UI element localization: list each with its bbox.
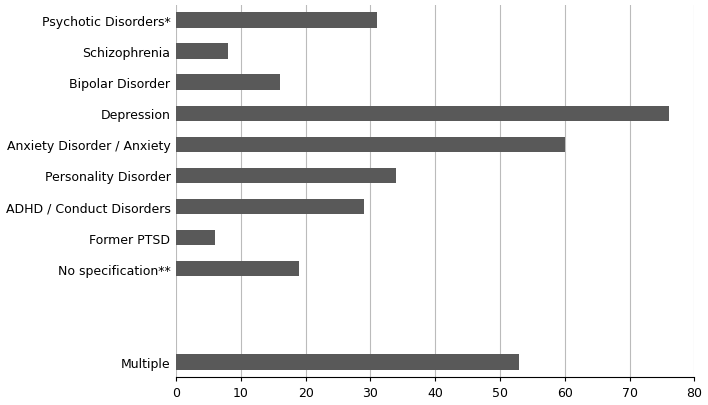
Bar (176, 199, 364, 215)
Bar (176, 261, 299, 277)
Bar (176, 168, 396, 184)
Bar (176, 137, 565, 153)
Bar (176, 44, 228, 60)
Bar (176, 354, 520, 370)
Bar (176, 230, 215, 246)
Bar (176, 106, 668, 122)
Bar (176, 13, 377, 29)
Bar (176, 75, 280, 91)
